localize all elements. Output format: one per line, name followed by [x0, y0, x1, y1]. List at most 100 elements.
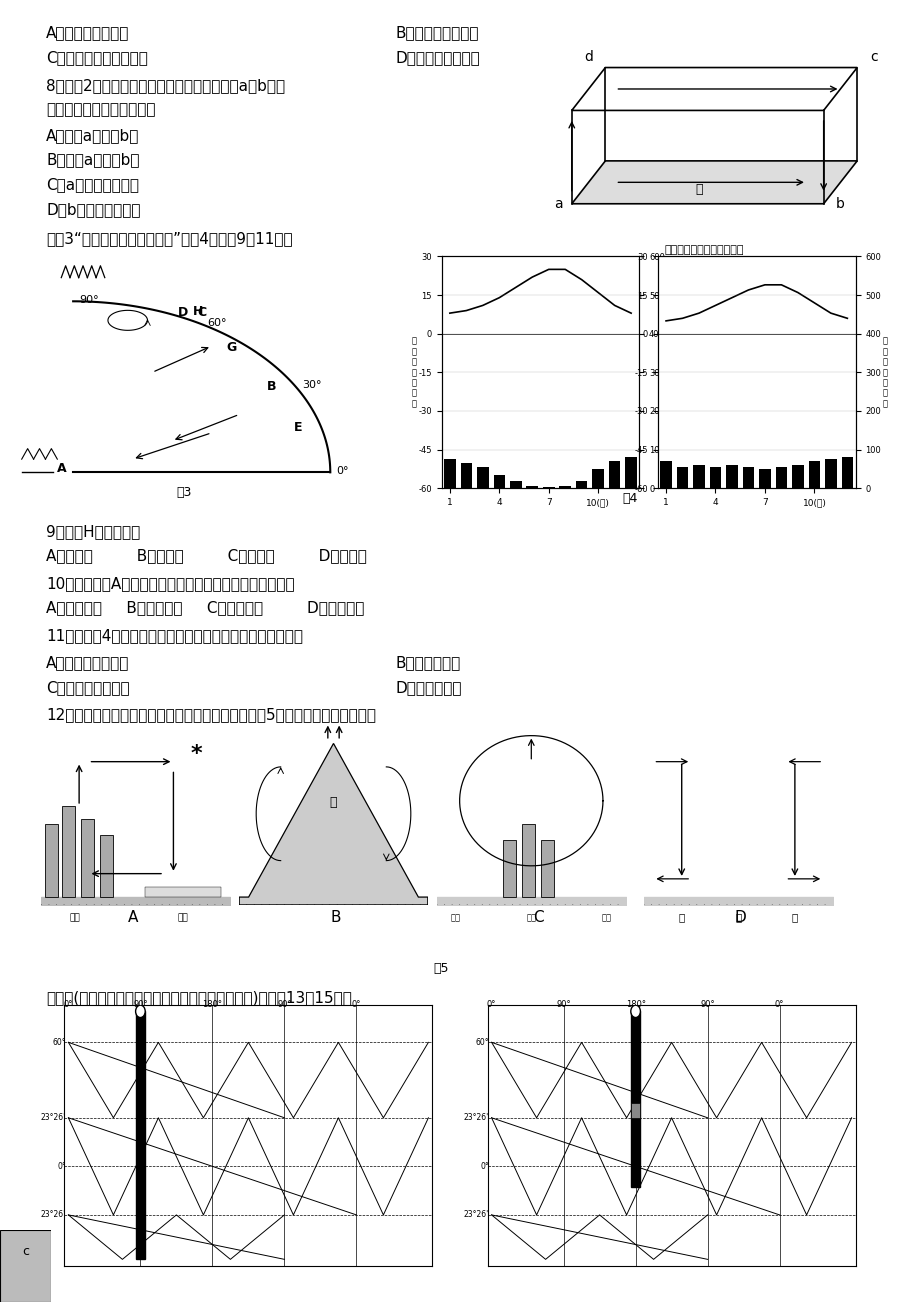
- Y-axis label: 降
水
量
（
毫
米
）: 降 水 量 （ 毫 米 ）: [666, 337, 671, 408]
- Text: 90°: 90°: [699, 1000, 714, 1009]
- Text: A: A: [56, 462, 66, 475]
- Bar: [526, 487, 538, 488]
- Text: 图5: 图5: [434, 962, 448, 975]
- Text: C．副极地低气压带: C．副极地低气压带: [46, 680, 130, 695]
- Text: G: G: [226, 341, 236, 354]
- Bar: [493, 475, 505, 488]
- Text: D．地球的球体形状: D．地球的球体形状: [395, 49, 480, 65]
- Bar: [709, 467, 720, 488]
- Text: 90°: 90°: [133, 1000, 148, 1009]
- Text: 90°: 90°: [277, 1000, 291, 1009]
- Text: C．地球在宇宙中的位置: C．地球在宇宙中的位置: [46, 49, 148, 65]
- Bar: [503, 840, 516, 897]
- Text: 冷: 冷: [678, 913, 684, 923]
- Text: 大气状况的叙述，正确的是: 大气状况的叙述，正确的是: [46, 102, 155, 117]
- Bar: [135, 1012, 145, 1259]
- Text: A．东北风         B．西南风         C．东南风         D．西北风: A．东北风 B．西南风 C．东南风 D．西北风: [46, 548, 367, 564]
- Text: C: C: [197, 306, 206, 319]
- Bar: [758, 469, 770, 488]
- Text: 某地区大气热力环流示意图: 某地区大气热力环流示意图: [664, 245, 743, 255]
- Text: d: d: [584, 51, 593, 65]
- Text: 23°26': 23°26': [40, 1113, 66, 1122]
- Text: D: D: [177, 306, 187, 319]
- Bar: [676, 467, 687, 488]
- Bar: [477, 467, 488, 488]
- Text: 0°: 0°: [335, 466, 348, 477]
- Text: 郊区: 郊区: [177, 914, 188, 923]
- Text: 0°: 0°: [57, 1161, 66, 1170]
- Y-axis label: 气
温
（
摄
氏
度
）: 气 温 （ 摄 氏 度 ）: [411, 337, 416, 408]
- Text: B．黄赤交角的大小: B．黄赤交角的大小: [395, 25, 479, 40]
- Bar: [81, 819, 94, 897]
- Bar: [775, 467, 787, 488]
- Text: *: *: [190, 743, 201, 764]
- Text: A: A: [128, 910, 139, 926]
- Bar: [592, 469, 603, 488]
- Text: 11．影响图4中两种气候形成的共同的风带或气压带的名称是: 11．影响图4中两种气候形成的共同的风带或气压带的名称是: [46, 628, 302, 643]
- Text: 读图3“气压带风带分布示意图”和图4，完戀9～11题。: 读图3“气压带风带分布示意图”和图4，完戀9～11题。: [46, 230, 292, 246]
- Text: 60°: 60°: [475, 1038, 489, 1047]
- Bar: [808, 461, 819, 488]
- Bar: [660, 461, 671, 488]
- Text: 12．地面上不同地区的热量差异会引起空气流动，图5中符合热力环流原理的是: 12．地面上不同地区的热量差异会引起空气流动，图5中符合热力环流原理的是: [46, 707, 376, 723]
- Bar: [791, 465, 803, 488]
- Text: c: c: [869, 51, 877, 65]
- Text: 0°: 0°: [486, 1000, 495, 1009]
- Polygon shape: [239, 743, 427, 905]
- Text: 市区: 市区: [526, 914, 536, 923]
- Text: 城地: 城地: [70, 914, 81, 923]
- Bar: [630, 1012, 640, 1187]
- Text: 8．读图2，某地区大气热力环流示意图，关于a、b两地: 8．读图2，某地区大气热力环流示意图，关于a、b两地: [46, 78, 285, 94]
- Text: 9．图中H处的风向是: 9．图中H处的风向是: [46, 523, 140, 539]
- Text: a: a: [553, 197, 562, 211]
- Text: D．低纬信风带: D．低纬信风带: [395, 680, 461, 695]
- Bar: [693, 465, 704, 488]
- Text: A．炎热干燥     B．高温多雨     C．温和干燥         D．温和湿润: A．炎热干燥 B．高温多雨 C．温和干燥 D．温和湿润: [46, 600, 364, 616]
- Bar: [444, 460, 455, 488]
- Text: 90°: 90°: [79, 296, 98, 305]
- Text: A．气压a地低于b地: A．气压a地低于b地: [46, 128, 139, 143]
- Text: 23°26': 23°26': [463, 1113, 489, 1122]
- Text: 热: 热: [734, 913, 741, 923]
- Text: D．b地空气冷却下降: D．b地空气冷却下降: [46, 202, 141, 217]
- Text: 0°: 0°: [63, 1000, 73, 1009]
- Bar: [559, 487, 571, 488]
- Text: 23°26': 23°26': [40, 1211, 66, 1220]
- Text: C．a地空气受热下降: C．a地空气受热下降: [46, 177, 139, 193]
- Text: 图3: 图3: [176, 486, 191, 499]
- Text: 10．在气压带A控制下的赤道附近地区，其气候特征是终年: 10．在气压带A控制下的赤道附近地区，其气候特征是终年: [46, 575, 294, 591]
- Bar: [100, 835, 113, 897]
- Text: B．气温a地低于b地: B．气温a地低于b地: [46, 152, 140, 168]
- Ellipse shape: [630, 1005, 640, 1018]
- Bar: [725, 465, 737, 488]
- Y-axis label: 降
水
量
（
毫
米
）: 降 水 量 （ 毫 米 ）: [882, 337, 887, 408]
- Text: B: B: [267, 380, 277, 393]
- Text: 180°: 180°: [202, 1000, 222, 1009]
- Text: 图4: 图4: [622, 492, 637, 505]
- Text: 图2: 图2: [696, 259, 710, 272]
- Ellipse shape: [135, 1005, 145, 1018]
- Text: 郊区: 郊区: [450, 914, 460, 923]
- Bar: [608, 461, 619, 488]
- Text: 0°: 0°: [351, 1000, 360, 1009]
- Text: 60°: 60°: [52, 1038, 66, 1047]
- Polygon shape: [572, 161, 857, 203]
- Text: 郊区: 郊区: [601, 914, 611, 923]
- Text: 0°: 0°: [774, 1000, 783, 1009]
- Text: b: b: [835, 197, 844, 211]
- Text: C: C: [532, 910, 543, 926]
- Bar: [540, 840, 553, 897]
- Bar: [575, 480, 587, 488]
- Text: E: E: [293, 421, 301, 434]
- Text: A．副热带高气压带: A．副热带高气压带: [46, 655, 130, 671]
- Bar: [625, 457, 636, 488]
- Bar: [45, 824, 58, 897]
- Text: 0°: 0°: [480, 1161, 489, 1170]
- Text: 23°26': 23°26': [463, 1211, 489, 1220]
- Bar: [62, 806, 75, 897]
- Text: 山: 山: [329, 796, 337, 809]
- Bar: [742, 467, 754, 488]
- Text: H: H: [192, 305, 202, 318]
- Bar: [630, 1103, 640, 1118]
- Polygon shape: [572, 68, 857, 111]
